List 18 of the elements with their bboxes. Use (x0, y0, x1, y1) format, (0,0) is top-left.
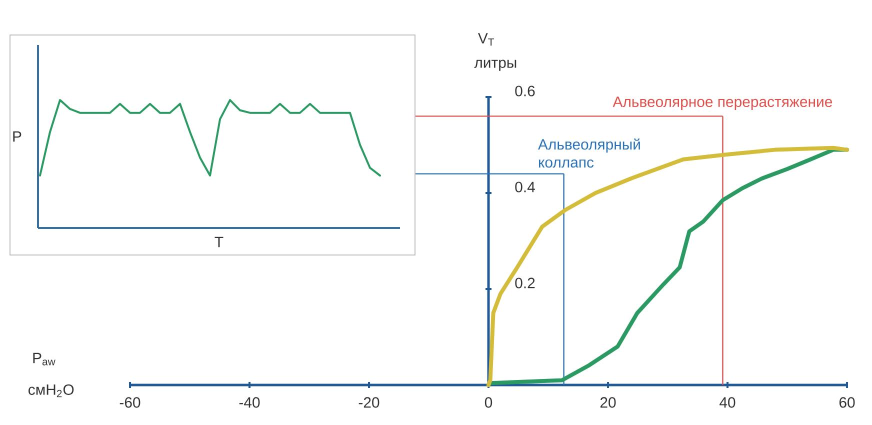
x-tick-label: 20 (600, 397, 616, 408)
ref-line-label: Альвеолярный коллапс (538, 138, 640, 168)
y-tick-label: 0.4 (515, 182, 535, 192)
x-axis-title: P$_{aw}$ (33, 352, 56, 366)
text: литры (474, 60, 516, 71)
y-tick-label: 0.6 (515, 86, 535, 96)
x-tick-label: -40 (239, 397, 260, 408)
y-axis-title: P (13, 131, 22, 142)
x-tick-label: -20 (358, 397, 380, 408)
ref-line-label: Альвеолярное перерастяжение (612, 96, 832, 110)
y-tick-label: 0.2 (515, 278, 535, 288)
x-tick-label: 60 (839, 397, 855, 408)
x-tick-label: -60 (120, 397, 140, 408)
x-tick-label: 40 (720, 397, 736, 408)
text: смH$_{2}$O (28, 384, 74, 398)
x-axis-title: T (214, 236, 224, 248)
x-tick-label: 0 (484, 397, 492, 408)
y-axis-title: V$_{T}$ (478, 33, 494, 46)
